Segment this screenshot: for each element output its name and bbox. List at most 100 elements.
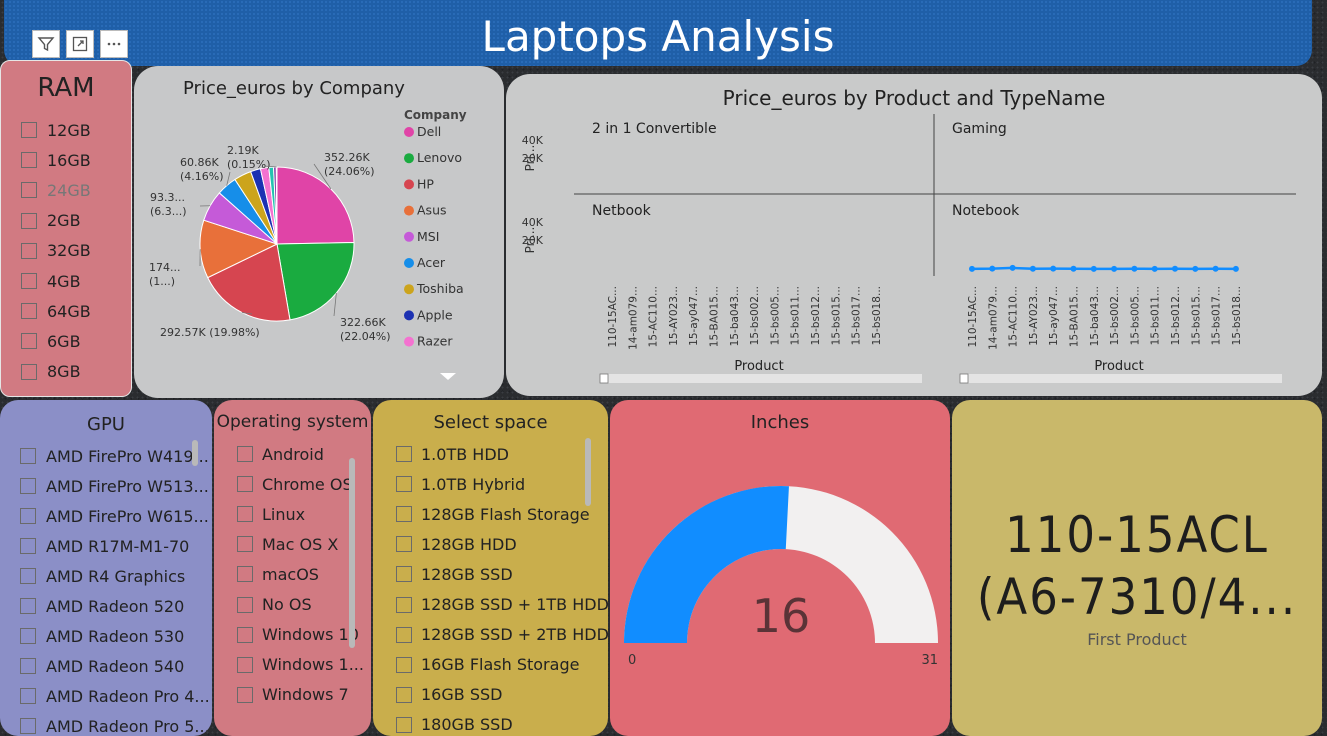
notebook-data-point[interactable]	[1111, 265, 1118, 272]
slicer-item[interactable]: 16GB Flash Storage	[396, 650, 608, 680]
checkbox[interactable]	[396, 506, 412, 523]
slicer-item[interactable]: 128GB SSD + 2TB HDD	[396, 620, 608, 650]
slicer-item[interactable]: 8GB	[21, 357, 131, 387]
slicer-item[interactable]: AMD FirePro W419...	[20, 441, 212, 471]
checkbox[interactable]	[237, 626, 253, 643]
notebook-data-point[interactable]	[1212, 265, 1219, 272]
storage-slicer-scrollbar[interactable]	[585, 438, 591, 506]
slicer-item[interactable]: AMD Radeon 530	[20, 621, 212, 651]
slicer-item[interactable]: Windows 1...	[237, 650, 371, 680]
slicer-item[interactable]: AMD R4 Graphics	[20, 561, 212, 591]
checkbox[interactable]	[21, 182, 37, 199]
notebook-data-point[interactable]	[1151, 265, 1158, 272]
slicer-item[interactable]: 1.0TB HDD	[396, 439, 608, 469]
slicer-item[interactable]: Windows 10	[237, 620, 371, 650]
slicer-item[interactable]: macOS	[237, 559, 371, 589]
gpu-slicer-scrollbar[interactable]	[192, 440, 198, 466]
notebook-data-point[interactable]	[989, 265, 996, 272]
focus-mode-icon[interactable]	[66, 30, 94, 58]
x-axis-scrollbar[interactable]	[600, 374, 922, 383]
checkbox[interactable]	[396, 446, 412, 463]
checkbox[interactable]	[20, 718, 36, 734]
slicer-item[interactable]: Linux	[237, 499, 371, 529]
slicer-item[interactable]: 24GB	[21, 175, 131, 205]
slicer-item[interactable]: AMD Radeon 520	[20, 591, 212, 621]
legend-entry[interactable]: Toshiba	[416, 281, 464, 296]
slicer-item[interactable]: No OS	[237, 589, 371, 619]
pie-slice[interactable]	[276, 166, 355, 245]
legend-scroll-down-icon[interactable]	[440, 373, 456, 380]
slicer-item[interactable]: 16GB SSD	[396, 680, 608, 710]
slicer-item[interactable]: AMD Radeon Pro 4...	[20, 681, 212, 711]
slicer-item[interactable]: Windows 7	[237, 680, 371, 710]
scrollbar-handle[interactable]	[599, 373, 609, 384]
slicer-item[interactable]: 128GB HDD	[396, 529, 608, 559]
checkbox[interactable]	[20, 628, 36, 644]
notebook-data-point[interactable]	[1172, 265, 1178, 272]
checkbox[interactable]	[20, 688, 36, 704]
legend-entry[interactable]: Asus	[417, 203, 447, 218]
notebook-data-point[interactable]	[1090, 265, 1097, 272]
checkbox[interactable]	[20, 448, 36, 464]
checkbox[interactable]	[20, 568, 36, 584]
checkbox[interactable]	[396, 566, 412, 583]
checkbox[interactable]	[396, 626, 412, 643]
checkbox[interactable]	[21, 273, 37, 290]
slicer-item[interactable]: AMD Radeon Pro 5...	[20, 711, 212, 736]
checkbox[interactable]	[237, 686, 253, 703]
checkbox[interactable]	[237, 446, 253, 463]
slicer-item[interactable]: 1.0TB Hybrid	[396, 469, 608, 499]
slicer-item[interactable]: 4GB	[21, 266, 131, 296]
slicer-item[interactable]: 16GB	[21, 145, 131, 175]
notebook-data-point[interactable]	[1131, 265, 1138, 272]
checkbox[interactable]	[237, 566, 253, 583]
legend-entry[interactable]: Lenovo	[417, 150, 462, 165]
slicer-item[interactable]: 32GB	[21, 236, 131, 266]
slicer-item[interactable]: Android	[237, 439, 371, 469]
checkbox[interactable]	[396, 716, 412, 733]
checkbox[interactable]	[396, 596, 412, 613]
checkbox[interactable]	[237, 506, 253, 523]
slicer-item[interactable]: 6GB	[21, 326, 131, 356]
checkbox[interactable]	[21, 242, 37, 259]
notebook-data-point[interactable]	[1029, 265, 1036, 272]
slicer-item[interactable]: 2GB	[21, 206, 131, 236]
checkbox[interactable]	[237, 596, 253, 613]
checkbox[interactable]	[396, 656, 412, 673]
slicer-item[interactable]: AMD Radeon 540	[20, 651, 212, 681]
slicer-item[interactable]: Chrome OS	[237, 469, 371, 499]
notebook-data-point[interactable]	[1192, 265, 1199, 272]
notebook-data-point[interactable]	[1232, 265, 1239, 272]
legend-entry[interactable]: Acer	[417, 255, 446, 270]
legend-entry[interactable]: Dell	[417, 124, 441, 139]
notebook-data-point[interactable]	[1009, 264, 1016, 271]
checkbox[interactable]	[21, 303, 37, 320]
slicer-item[interactable]: Mac OS X	[237, 529, 371, 559]
checkbox[interactable]	[21, 122, 37, 139]
slicer-item[interactable]: 12GB	[21, 115, 131, 145]
more-options-icon[interactable]	[100, 30, 128, 58]
scrollbar-handle[interactable]	[959, 373, 969, 384]
checkbox[interactable]	[237, 656, 253, 673]
checkbox[interactable]	[396, 686, 412, 703]
legend-entry[interactable]: Razer	[417, 334, 453, 349]
checkbox[interactable]	[20, 598, 36, 614]
checkbox[interactable]	[21, 333, 37, 350]
pie-slice[interactable]	[199, 219, 279, 279]
x-axis-scrollbar[interactable]	[960, 374, 1282, 383]
pie-slice[interactable]	[276, 241, 355, 321]
slicer-item[interactable]: AMD FirePro W615...	[20, 501, 212, 531]
slicer-item[interactable]: 128GB SSD + 1TB HDD	[396, 589, 608, 619]
checkbox[interactable]	[237, 476, 253, 493]
legend-entry[interactable]: MSI	[417, 229, 439, 244]
slicer-item[interactable]: AMD FirePro W513...	[20, 471, 212, 501]
checkbox[interactable]	[21, 212, 37, 229]
notebook-data-point[interactable]	[1070, 265, 1077, 272]
checkbox[interactable]	[237, 536, 253, 553]
filter-icon[interactable]	[32, 30, 60, 58]
slicer-item[interactable]: 64GB	[21, 296, 131, 326]
notebook-data-point[interactable]	[1050, 265, 1057, 272]
legend-entry[interactable]: HP	[417, 176, 434, 191]
checkbox[interactable]	[21, 363, 37, 380]
slicer-item[interactable]: 128GB SSD	[396, 559, 608, 589]
